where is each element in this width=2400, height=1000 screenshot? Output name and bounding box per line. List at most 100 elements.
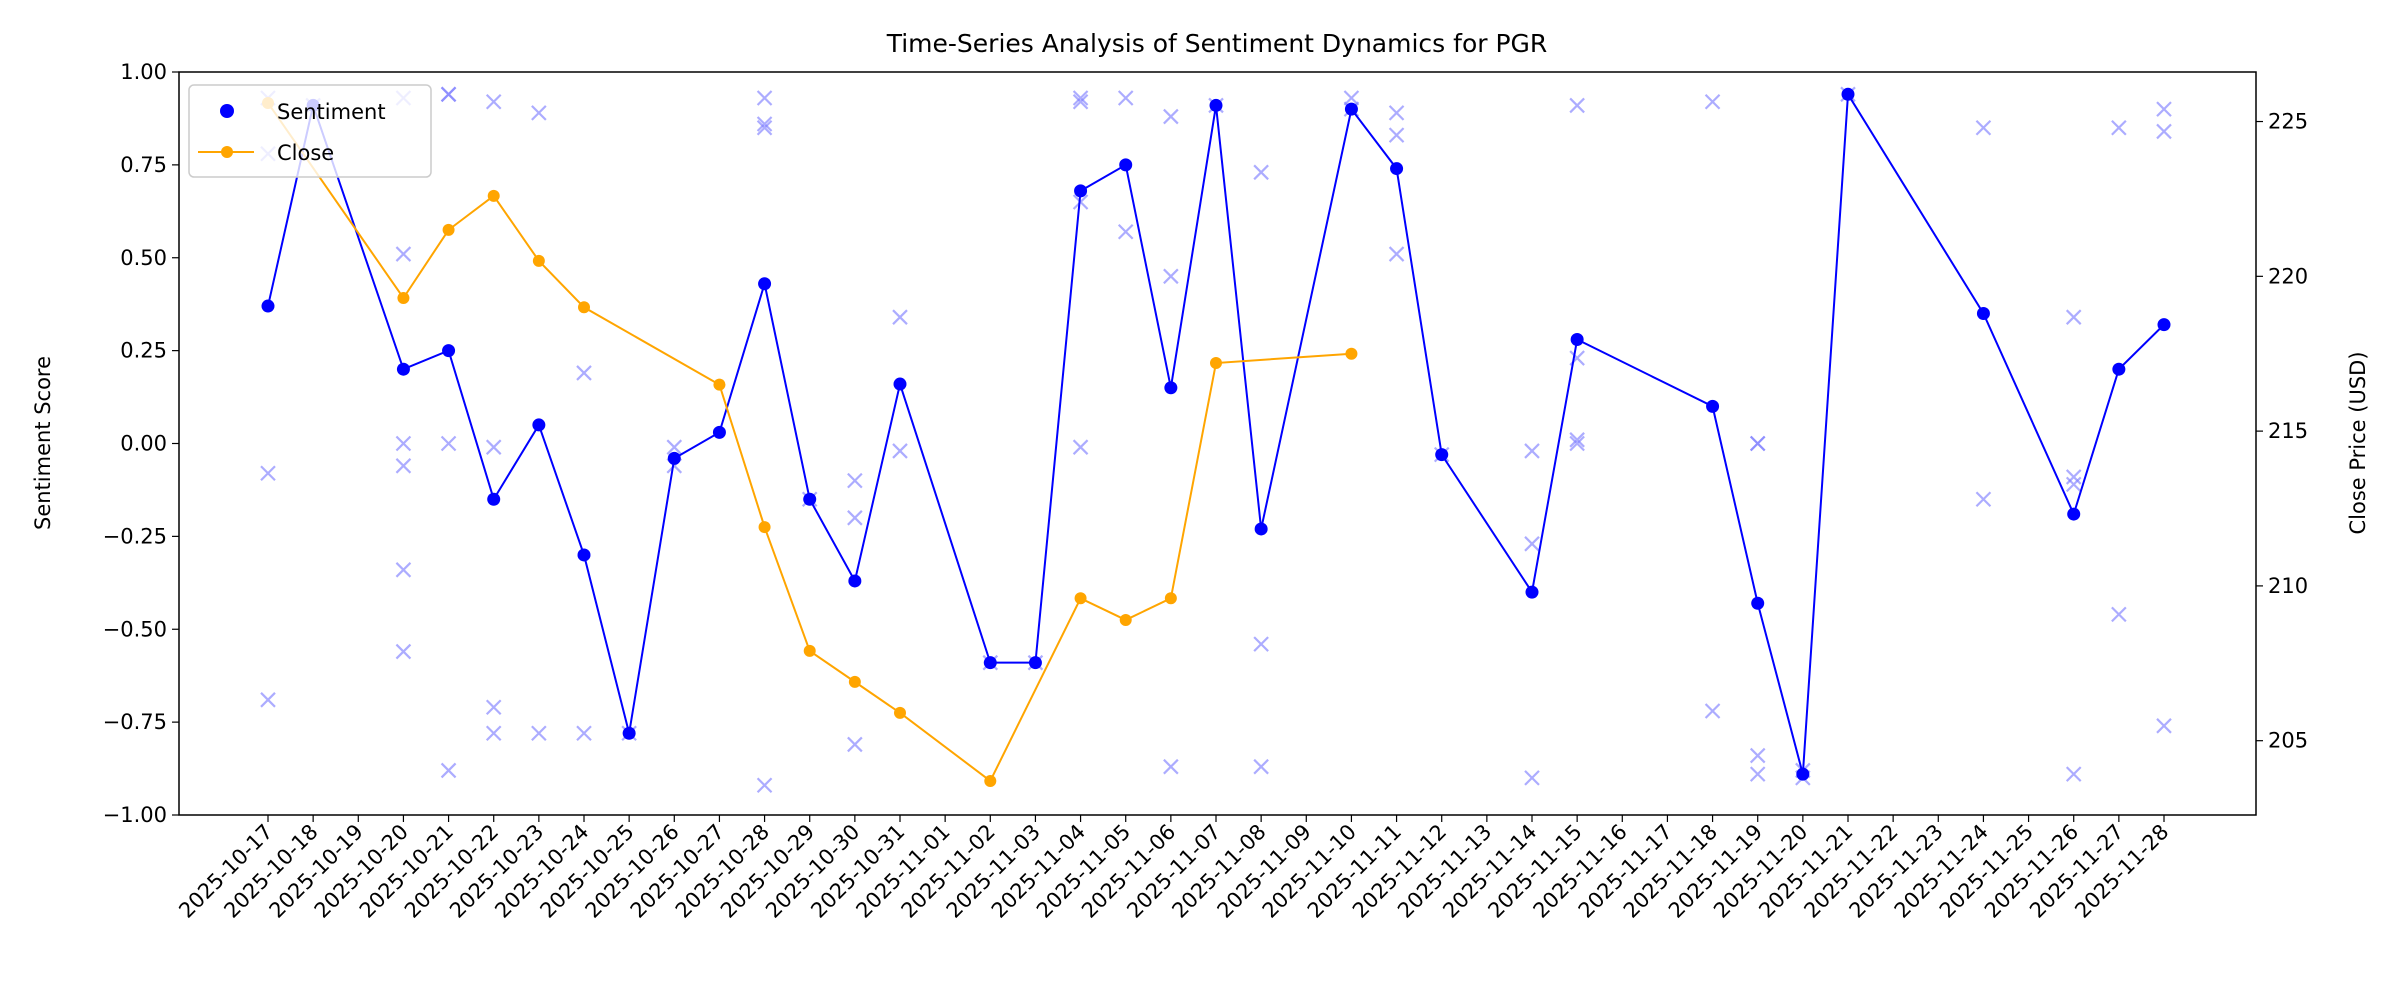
- sentiment-point: [1706, 399, 1720, 413]
- raw-sentiment-point: [576, 725, 592, 742]
- raw-sentiment-point: [1704, 703, 1721, 719]
- raw-sentiment-point: [440, 435, 457, 452]
- raw-sentiment-point: [485, 93, 502, 110]
- raw-sentiment-point: [260, 465, 276, 481]
- raw-sentiment-point: [485, 439, 502, 455]
- raw-sentiment-point: [260, 692, 276, 708]
- close-point: [578, 301, 590, 314]
- raw-sentiment-point: [531, 105, 547, 121]
- raw-sentiment-point: [1072, 439, 1089, 455]
- raw-sentiment-point: [1072, 194, 1089, 210]
- raw-sentiment-point: [2156, 718, 2172, 734]
- sentiment-point: [2067, 507, 2081, 521]
- y2-tick-label: 215: [2268, 419, 2308, 443]
- raw-sentiment-point: [1388, 246, 1405, 262]
- sentiment-point: [261, 299, 275, 313]
- y-tick-label: −0.75: [103, 710, 167, 734]
- legend-label-sentiment: Sentiment: [277, 100, 386, 124]
- raw-sentiment-point: [756, 777, 773, 794]
- raw-sentiment-point: [892, 443, 908, 459]
- raw-sentiment-point: [756, 116, 773, 132]
- raw-sentiment-point: [1117, 90, 1134, 106]
- sentiment-point: [667, 451, 681, 465]
- raw-sentiment-point: [847, 472, 863, 489]
- raw-sentiment-point: [2156, 101, 2172, 117]
- sentiment-point: [622, 726, 636, 740]
- sentiment-point: [1751, 596, 1765, 610]
- raw-sentiment-point: [847, 510, 863, 526]
- y-tick-label: −0.25: [103, 524, 167, 548]
- sentiment-point: [577, 548, 591, 562]
- y-tick-label: −0.50: [103, 617, 167, 641]
- sentiment-point: [803, 492, 817, 506]
- raw-sentiment-point: [1975, 119, 1992, 136]
- raw-sentiment-point: [1388, 127, 1405, 143]
- sentiment-point: [1841, 87, 1855, 101]
- raw-sentiment-point: [2065, 469, 2082, 485]
- raw-sentiment-point: [1388, 105, 1405, 121]
- raw-sentiment-point: [1975, 491, 1992, 508]
- raw-sentiment-point: [1117, 223, 1134, 240]
- raw-sentiment-point: [892, 309, 908, 325]
- raw-sentiment-point: [666, 439, 683, 455]
- close-point: [532, 254, 545, 267]
- raw-sentiment-point: [485, 725, 502, 742]
- y-tick-label: 0.75: [120, 153, 167, 177]
- raw-sentiment-point: [1343, 90, 1360, 106]
- close-point: [803, 644, 816, 657]
- close-point: [442, 223, 455, 236]
- y-tick-label: 0.50: [120, 246, 167, 270]
- raw-sentiment-point: [1163, 758, 1179, 775]
- raw-sentiment-point: [1163, 268, 1179, 285]
- sentiment-point: [1344, 102, 1358, 116]
- sentiment-point: [1254, 522, 1268, 536]
- raw-sentiment-point: [2065, 766, 2082, 782]
- sentiment-point: [1164, 381, 1178, 395]
- close-point: [1210, 357, 1222, 370]
- close-point: [1164, 592, 1177, 605]
- raw-sentiment-point: [440, 86, 457, 103]
- sentiment-point: [1390, 162, 1404, 176]
- sentiment-point: [2157, 318, 2171, 332]
- raw-sentiment-point: [576, 365, 592, 381]
- raw-sentiment-point: [2065, 476, 2082, 493]
- raw-sentiment-point: [1253, 758, 1269, 775]
- raw-sentiment-point: [395, 246, 412, 262]
- raw-sentiment-point: [395, 458, 412, 474]
- raw-sentiment-point: [1253, 164, 1269, 181]
- close-line: [267, 102, 1352, 783]
- sentiment-point: [532, 418, 546, 432]
- y-tick-label: −1.00: [103, 803, 167, 827]
- sentiment-point: [1435, 448, 1449, 462]
- plot-frame: [178, 71, 2257, 816]
- y-axis-label: Sentiment Score: [31, 356, 55, 530]
- raw-sentiment-point: [1749, 766, 1766, 782]
- raw-sentiment-point: [756, 90, 773, 106]
- raw-sentiment-point: [395, 435, 412, 452]
- axes-layer: 2025-10-172025-10-182025-10-192025-10-20…: [103, 60, 2308, 923]
- close-point: [1119, 613, 1132, 626]
- y2-tick-label: 225: [2268, 110, 2308, 134]
- y-tick-label: 0.25: [120, 339, 167, 363]
- close-point: [758, 521, 771, 534]
- close-point: [487, 189, 500, 202]
- raw-sentiment-point: [1569, 432, 1585, 448]
- y2-tick-label: 210: [2268, 574, 2308, 598]
- raw-scatter-layer: [260, 86, 2172, 794]
- sentiment-point: [1976, 306, 1990, 320]
- sentiment-point: [2112, 362, 2126, 376]
- raw-sentiment-point: [2065, 309, 2082, 325]
- sentiment-point: [396, 362, 410, 376]
- sentiment-point: [1028, 656, 1042, 670]
- raw-sentiment-point: [1749, 747, 1766, 764]
- raw-sentiment-point: [395, 643, 412, 660]
- sentiment-point: [1119, 158, 1133, 172]
- chart-title: Time-Series Analysis of Sentiment Dynami…: [886, 29, 1548, 58]
- sentiment-point: [1796, 767, 1810, 781]
- sentiment-point: [1525, 585, 1539, 599]
- raw-sentiment-point: [485, 699, 502, 716]
- sentiment-point: [442, 344, 456, 358]
- legend-label-close: Close: [277, 141, 334, 165]
- sentiment-point: [758, 277, 772, 291]
- sentiment-point: [712, 425, 726, 439]
